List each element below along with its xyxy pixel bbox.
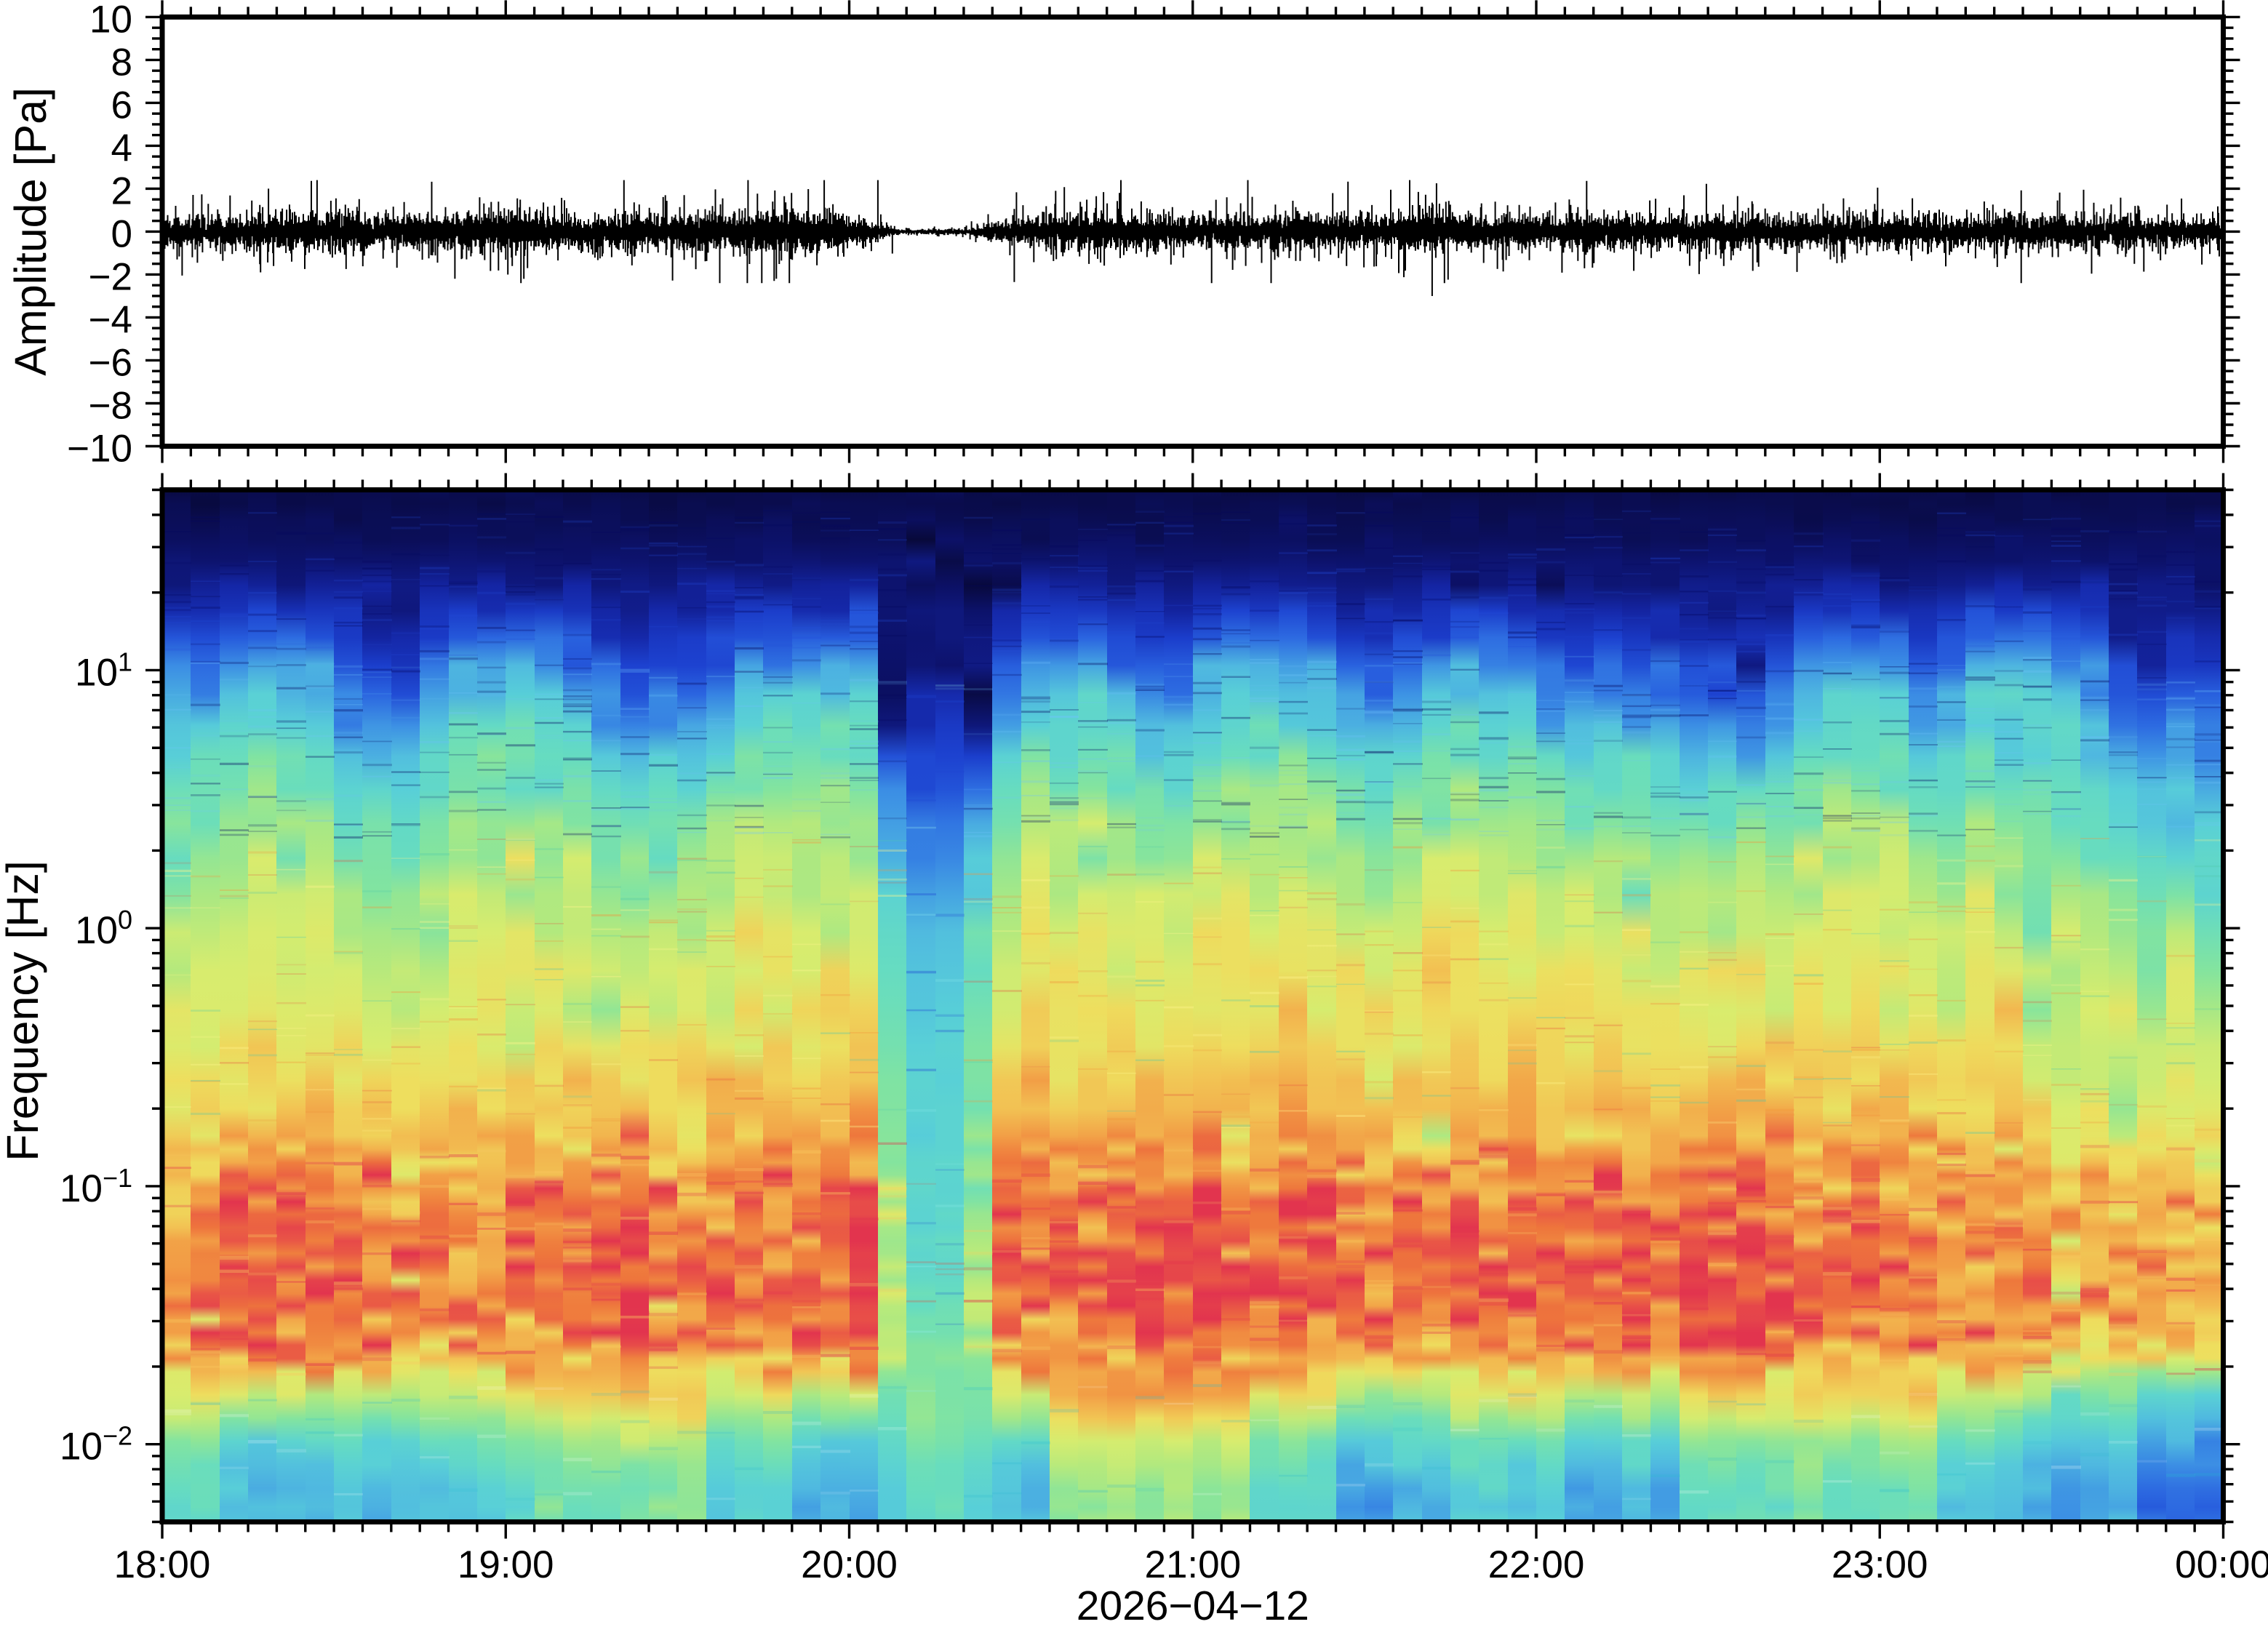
svg-text:4: 4 [111, 127, 132, 169]
svg-text:2026−04−12: 2026−04−12 [1077, 1583, 1309, 1623]
svg-text:19:00: 19:00 [458, 1543, 554, 1586]
svg-text:23:00: 23:00 [1832, 1543, 1928, 1586]
svg-text:18:00: 18:00 [114, 1543, 211, 1586]
svg-text:0: 0 [111, 212, 132, 255]
svg-text:20:00: 20:00 [801, 1543, 898, 1586]
svg-text:21:00: 21:00 [1144, 1543, 1241, 1586]
svg-text:−10: −10 [67, 428, 132, 471]
svg-text:−6: −6 [89, 342, 132, 385]
svg-text:−2: −2 [89, 256, 132, 299]
svg-text:10−2: 10−2 [60, 1421, 132, 1468]
svg-text:Amplitude [Pa]: Amplitude [Pa] [6, 87, 55, 376]
svg-text:−4: −4 [89, 299, 132, 342]
svg-text:8: 8 [111, 41, 132, 84]
svg-text:10: 10 [89, 0, 132, 41]
svg-text:00:00: 00:00 [2175, 1543, 2268, 1586]
svg-text:6: 6 [111, 84, 132, 127]
svg-text:2: 2 [111, 169, 132, 212]
svg-text:Frequency [Hz]: Frequency [Hz] [0, 860, 47, 1162]
svg-text:22:00: 22:00 [1488, 1543, 1585, 1586]
svg-text:−8: −8 [89, 385, 132, 428]
